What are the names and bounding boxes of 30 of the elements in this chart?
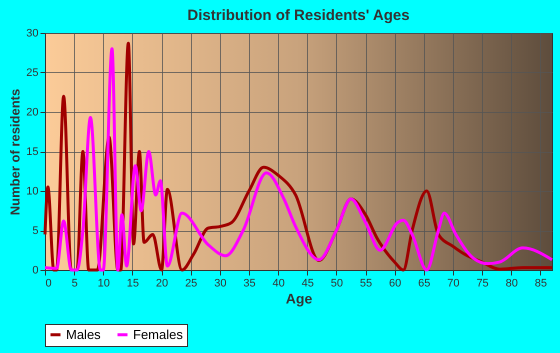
x-tick-label: 85: [534, 278, 547, 290]
legend-label: Females: [133, 326, 184, 342]
y-axis-title: Number of residents: [7, 88, 22, 216]
x-tick-label: 80: [506, 278, 518, 290]
y-tick-label: 0: [32, 264, 38, 276]
x-tick-label: 25: [185, 278, 198, 290]
legend-label: Males: [66, 326, 102, 342]
y-tick-label: 25: [26, 67, 38, 79]
x-tick-label: 45: [302, 278, 314, 290]
x-tick-label: 55: [360, 278, 372, 290]
x-tick-label: 70: [447, 278, 460, 290]
y-tick-label: 15: [26, 146, 38, 158]
x-tick-label: 15: [126, 278, 140, 290]
x-tick-label: 50: [330, 278, 344, 290]
x-tick-label: 35: [243, 278, 256, 290]
x-tick-label: 30: [214, 278, 226, 290]
x-axis-title: Age: [286, 290, 312, 306]
x-tick-label: 40: [272, 278, 285, 290]
y-tick-label: 5: [32, 225, 38, 237]
y-tick-label: 20: [26, 106, 38, 118]
x-tick-label: 10: [98, 278, 110, 290]
x-tick-label: 0: [46, 278, 52, 290]
x-tick-label: 5: [72, 278, 78, 290]
x-tick-label: 60: [389, 278, 402, 290]
x-tick-label: 65: [418, 278, 430, 290]
y-tick-label: 30: [26, 28, 38, 40]
x-tick-label: 75: [476, 278, 489, 290]
x-tick-label: 20: [156, 278, 168, 290]
chart-title: Distribution of Residents' Ages: [187, 7, 410, 24]
y-tick-label: 10: [26, 186, 38, 198]
